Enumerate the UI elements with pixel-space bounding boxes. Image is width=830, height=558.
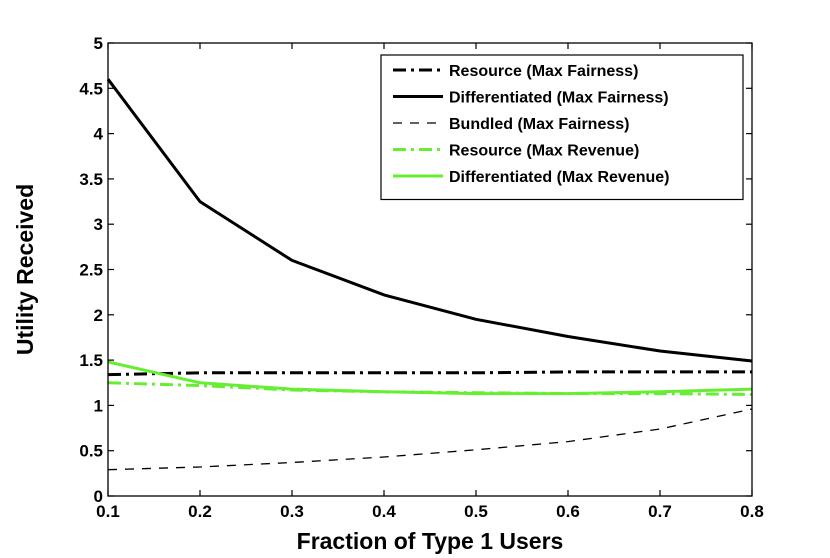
x-tick-label: 0.7 <box>648 502 672 521</box>
legend-box <box>380 54 744 201</box>
x-tick-label: 0.1 <box>96 502 120 521</box>
series-line-differentiated-max-fairness <box>106 78 753 363</box>
y-tick-label: 0 <box>94 487 103 506</box>
x-tick-label: 0.5 <box>464 502 488 521</box>
x-axis-label: Fraction of Type 1 Users <box>297 528 564 554</box>
y-tick-label: 4.5 <box>79 79 103 98</box>
y-tick-label: 4 <box>94 125 104 144</box>
x-tick-label: 0.6 <box>556 502 580 521</box>
x-tick-label: 0.4 <box>372 502 396 521</box>
series-line-bundled-max-fairness <box>107 408 753 471</box>
series-layer <box>106 78 753 471</box>
series-line-differentiated-max-revenue <box>107 360 753 396</box>
y-axis-label: Utility Received <box>12 184 38 355</box>
y-tick-label: 1 <box>94 396 103 415</box>
x-tick-label: 0.3 <box>280 502 304 521</box>
legend-label: Bundled (Max Fairness) <box>449 116 629 133</box>
legend-label: Differentiated (Max Revenue) <box>449 169 670 186</box>
ticks-layer: 0.1 0.2 0.3 0.4 0.5 0.6 0.7 0.8 0 0.5 1 1.5 2 2.5 3 3.5… <box>79 34 763 521</box>
legend-label: Differentiated (Max Fairness) <box>449 90 669 107</box>
x-tick-label: 0.8 <box>740 502 764 521</box>
y-tick-label: 2.5 <box>79 261 103 280</box>
y-tick-label: 3 <box>94 215 103 234</box>
series-line-resource-max-fairness <box>107 370 752 377</box>
y-tick-label: 0.5 <box>79 442 103 461</box>
legend-label: Resource (Max Revenue) <box>449 143 639 160</box>
x-tick-label: 0.2 <box>188 502 212 521</box>
y-tick-label: 5 <box>94 34 103 53</box>
y-tick-label: 2 <box>94 306 103 325</box>
y-tick-label: 3.5 <box>79 170 103 189</box>
legend: Resource (Max Fairness) Differentiated (M… <box>380 54 744 201</box>
y-tick-label: 1.5 <box>79 351 103 370</box>
legend-label: Resource (Max Fairness) <box>449 63 638 80</box>
